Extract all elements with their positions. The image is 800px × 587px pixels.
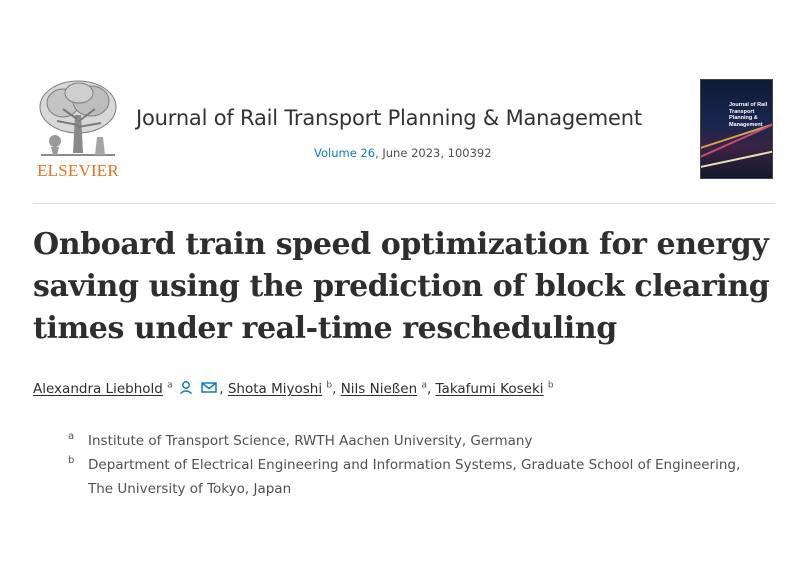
affiliation-label: a	[68, 431, 75, 442]
email-icon[interactable]	[200, 380, 218, 398]
author-affiliation-sup: a	[421, 380, 427, 391]
author-link[interactable]: Nils Nießen	[340, 381, 418, 397]
author-separator: ,	[332, 381, 341, 397]
author-list: Alexandra Liebhold a , Shota Miyoshi b, …	[33, 380, 554, 398]
affiliation-label: b	[68, 455, 75, 466]
elsevier-logo[interactable]: ELSEVIER	[33, 75, 123, 180]
affiliation-item: b Department of Electrical Engineering a…	[68, 453, 748, 501]
author-link[interactable]: Takafumi Koseki	[435, 381, 544, 397]
affiliation-list: a Institute of Transport Science, RWTH A…	[68, 429, 748, 501]
person-icon[interactable]	[178, 380, 194, 398]
author-affiliation-sup: b	[547, 380, 554, 391]
article-title: Onboard train speed optimization for ene…	[33, 227, 770, 346]
author-separator: ,	[219, 381, 228, 397]
journal-issue-info: Volume 26, June 2023, 100392	[314, 146, 492, 160]
journal-title-link[interactable]: Journal of Rail Transport Planning & Man…	[136, 106, 642, 130]
author-affiliation-sup: b	[326, 380, 333, 391]
issue-details: , June 2023, 100392	[375, 146, 492, 160]
author-separator: ,	[426, 381, 436, 397]
journal-header: ELSEVIER Journal of Rail Transport Plann…	[33, 75, 775, 185]
cover-title: Journal of Rail Transport Planning & Man…	[729, 102, 768, 128]
author-link[interactable]: Shota Miyoshi	[227, 381, 323, 397]
author-affiliation-sup: a	[167, 380, 173, 391]
journal-cover-image[interactable]: Journal of Rail Transport Planning & Man…	[700, 79, 773, 179]
elsevier-tree-icon	[39, 80, 117, 156]
author-link[interactable]: Alexandra Liebhold	[33, 381, 163, 397]
volume-link[interactable]: Volume 26	[314, 146, 376, 160]
header-divider	[33, 203, 775, 204]
publisher-name: ELSEVIER	[37, 161, 119, 180]
affiliation-text: Department of Electrical Engineering and…	[88, 457, 741, 497]
affiliation-text: Institute of Transport Science, RWTH Aac…	[88, 433, 533, 449]
affiliation-item: a Institute of Transport Science, RWTH A…	[68, 429, 748, 453]
